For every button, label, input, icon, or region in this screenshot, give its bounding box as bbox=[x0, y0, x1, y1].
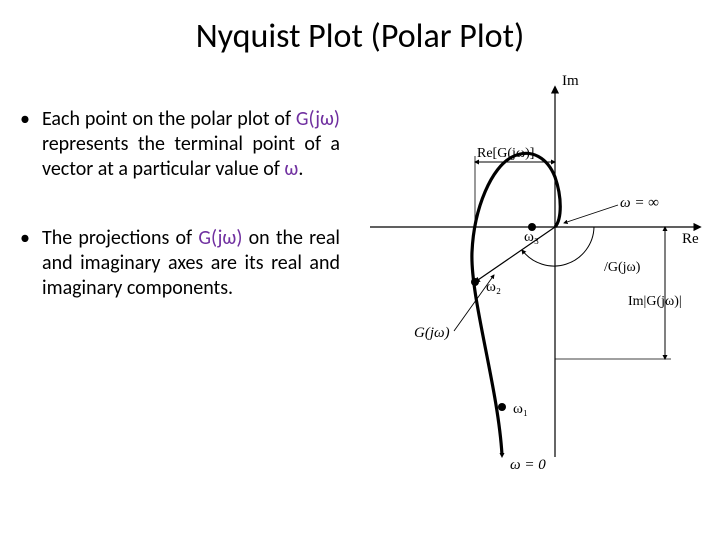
bullet-2-gjw: G(jω) bbox=[198, 226, 242, 250]
bullet-1-omega: ω bbox=[284, 157, 298, 181]
svg-text:ω₂: ω₂ bbox=[486, 279, 501, 295]
svg-text:ω₁: ω₁ bbox=[513, 401, 528, 417]
svg-text:G(jω): G(jω) bbox=[414, 325, 450, 341]
bullet-1: • Each point on the polar plot of G(jω) … bbox=[20, 107, 340, 182]
svg-text:Re: Re bbox=[682, 231, 699, 247]
bullet-1-pre: Each point on the polar plot of bbox=[42, 107, 296, 131]
text-column: • Each point on the polar plot of G(jω) … bbox=[20, 107, 350, 345]
svg-text:Im|G(jω)|: Im|G(jω)| bbox=[628, 294, 682, 309]
nyquist-diagram: Re[G(jω)]ImReIm|G(jω)|/G(jω)ω₁ω₂ω₃G(jω)ω… bbox=[350, 57, 710, 477]
svg-text:ω₃: ω₃ bbox=[524, 229, 539, 245]
diagram-column: Re[G(jω)]ImReIm|G(jω)|/G(jω)ω₁ω₂ω₃G(jω)ω… bbox=[350, 107, 700, 345]
bullet-1-gjw: G(jω) bbox=[296, 107, 340, 131]
svg-text:ω = ∞: ω = ∞ bbox=[620, 195, 659, 211]
svg-text:Im: Im bbox=[562, 73, 579, 89]
svg-text:/G(jω): /G(jω) bbox=[604, 260, 641, 275]
svg-text:ω = 0: ω = 0 bbox=[510, 457, 546, 473]
bullet-2-text: The projections of G(jω) on the real and… bbox=[42, 226, 340, 301]
bullet-2: • The projections of G(jω) on the real a… bbox=[20, 226, 340, 301]
bullet-1-post: . bbox=[298, 157, 303, 181]
bullet-marker: • bbox=[20, 226, 42, 301]
bullet-2-pre: The projections of bbox=[42, 226, 198, 250]
content-row: • Each point on the polar plot of G(jω) … bbox=[0, 107, 720, 345]
bullet-1-text: Each point on the polar plot of G(jω) re… bbox=[42, 107, 340, 182]
bullet-marker: • bbox=[20, 107, 42, 182]
